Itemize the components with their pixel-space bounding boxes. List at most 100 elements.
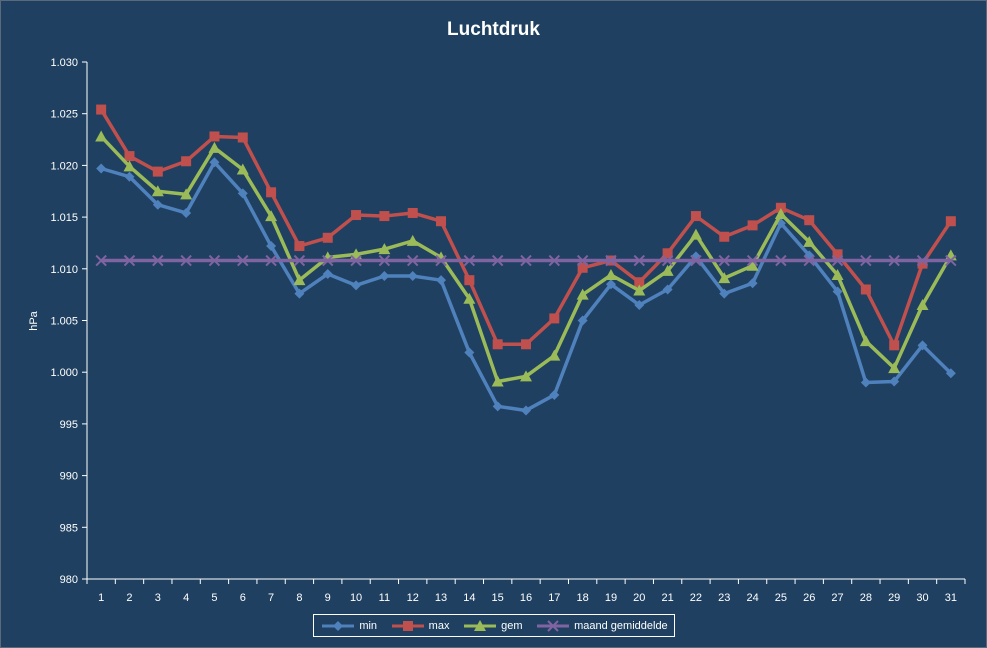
x-tick-label: 27	[831, 592, 843, 604]
x-tick-label: 23	[718, 592, 730, 604]
point	[152, 254, 164, 267]
point	[719, 288, 730, 299]
y-tick-label: 1.010	[50, 264, 78, 276]
x-tick-label: 7	[268, 592, 274, 604]
point	[803, 254, 815, 267]
x-tick-label: 14	[463, 592, 475, 604]
point	[350, 254, 362, 267]
point	[633, 254, 645, 267]
point	[96, 104, 107, 115]
legend-label: min	[359, 619, 378, 632]
x-tick-label: 22	[690, 592, 702, 604]
point-stroke	[378, 254, 391, 267]
point	[322, 232, 333, 243]
point	[322, 268, 333, 279]
point	[916, 254, 929, 267]
point	[123, 254, 136, 267]
point-stroke	[237, 254, 249, 267]
y-tick-label: 1.025	[50, 109, 78, 121]
point	[266, 187, 277, 198]
x-tick-label: 29	[888, 592, 900, 604]
x-tick-label: 24	[746, 592, 758, 604]
point	[917, 340, 928, 351]
point	[576, 288, 589, 300]
legend-swatch	[537, 619, 570, 632]
point	[237, 188, 248, 199]
point	[747, 220, 758, 231]
point	[605, 279, 616, 290]
point-stroke	[803, 254, 815, 267]
legend-item: min	[320, 620, 377, 632]
x-tick-label: 20	[633, 592, 645, 604]
point-stroke	[860, 254, 872, 267]
y-tick-label: 995	[60, 419, 78, 431]
point	[888, 362, 901, 374]
point	[859, 335, 872, 347]
legend-swatch	[322, 620, 355, 631]
point	[209, 131, 220, 142]
x-tick-label: 13	[435, 592, 447, 604]
point-stroke	[180, 254, 192, 267]
point-stroke	[407, 254, 419, 267]
y-tick-label: 990	[60, 471, 78, 483]
x-tick-label: 1	[98, 592, 104, 604]
legend-item: max	[390, 620, 449, 632]
point	[718, 254, 730, 267]
y-axis-title: hPa	[28, 310, 40, 330]
point	[831, 269, 844, 281]
point	[804, 215, 815, 226]
point	[661, 264, 674, 276]
x-tick-label: 3	[155, 592, 161, 604]
x-tick-label: 12	[407, 592, 419, 604]
point	[520, 254, 532, 267]
point	[860, 284, 871, 295]
x-tick-label: 30	[916, 592, 928, 604]
point	[634, 277, 645, 288]
legend-swatch	[391, 620, 424, 631]
point-stroke	[265, 254, 277, 267]
point	[577, 262, 588, 273]
point-stroke	[633, 254, 645, 267]
point-stroke	[152, 254, 164, 267]
point	[379, 211, 390, 222]
point	[577, 315, 588, 326]
x-tick-label: 11	[379, 592, 390, 604]
y-tick-label: 1.020	[50, 160, 78, 172]
point	[407, 254, 419, 267]
point	[718, 272, 731, 284]
point	[208, 141, 221, 153]
point-stroke	[547, 619, 559, 632]
point	[832, 249, 843, 260]
point-stroke	[690, 254, 702, 267]
point	[775, 254, 787, 267]
x-tick-label: 8	[296, 592, 302, 604]
legend-item: maand gemiddelde	[535, 620, 668, 632]
x-tick-label: 31	[945, 592, 957, 604]
series-max	[96, 104, 956, 351]
x-tick-label: 26	[803, 592, 815, 604]
point	[747, 278, 758, 289]
x-tick-label: 5	[211, 592, 217, 604]
point	[945, 216, 956, 227]
point	[604, 269, 617, 281]
legend-label: gem	[501, 619, 523, 632]
point	[95, 130, 108, 142]
point-stroke	[605, 254, 617, 267]
point	[265, 210, 278, 222]
point	[661, 254, 674, 267]
point	[945, 254, 957, 267]
point	[474, 619, 487, 631]
point-stroke	[293, 254, 306, 267]
point	[463, 254, 476, 267]
point	[633, 284, 646, 296]
point	[576, 254, 589, 267]
point	[634, 299, 645, 310]
x-tick-label: 16	[520, 592, 532, 604]
point	[521, 405, 531, 416]
point	[916, 298, 929, 310]
point	[378, 243, 391, 255]
point	[832, 286, 843, 297]
point	[889, 376, 900, 387]
point	[152, 199, 163, 210]
x-tick-label: 25	[775, 592, 787, 604]
